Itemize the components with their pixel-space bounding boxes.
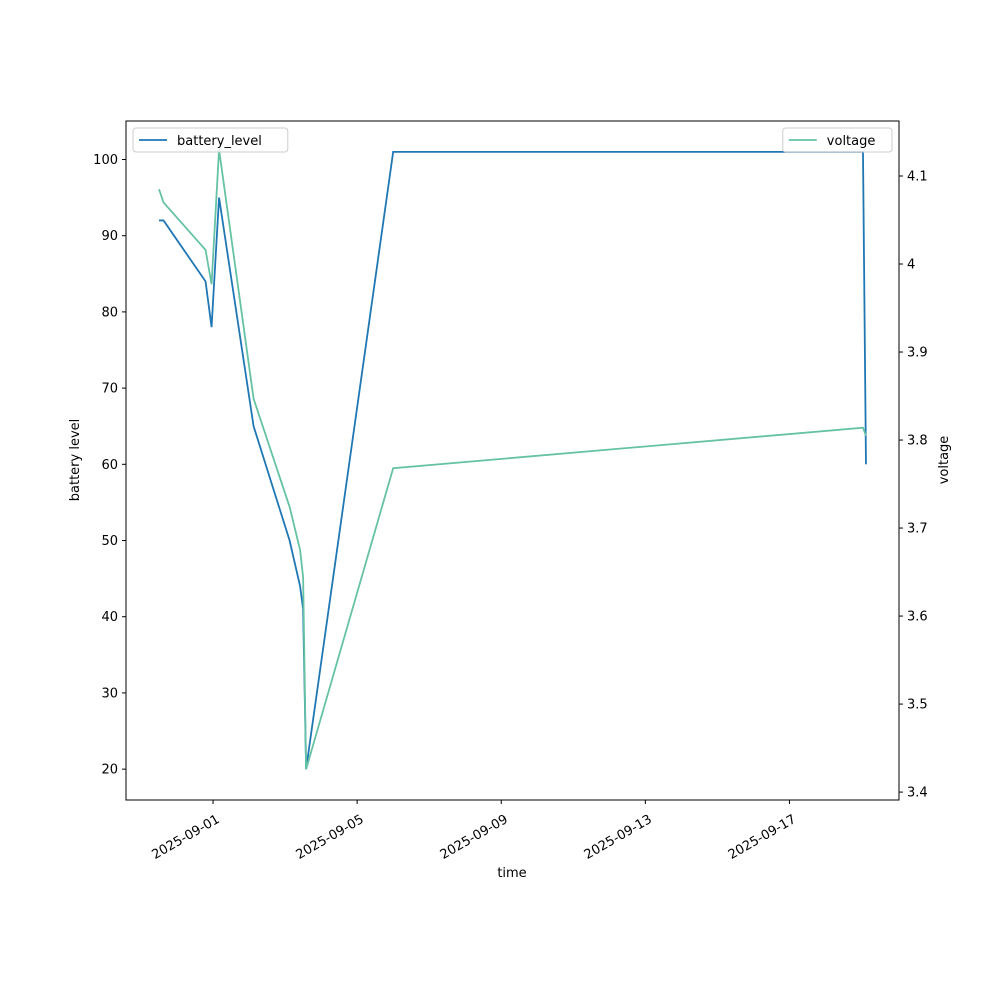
y2-tick-label: 4.1 — [907, 170, 928, 185]
y2-axis-label: voltage — [937, 436, 952, 485]
x-axis-label: time — [497, 866, 526, 881]
y-tick-label: 90 — [101, 229, 118, 244]
legend-label: battery_level — [177, 134, 262, 149]
legend-box — [782, 127, 893, 153]
y-tick-label: 50 — [101, 534, 118, 549]
legend: voltage — [782, 127, 893, 153]
x-tick-label: 2025-09-09 — [438, 812, 511, 863]
x-tick-label: 2025-09-17 — [726, 812, 799, 863]
plot-frame — [125, 120, 900, 801]
y2-tick-label: 3.4 — [907, 786, 928, 801]
y2-tick-label: 3.7 — [907, 522, 928, 537]
y-tick-label: 60 — [101, 458, 118, 473]
y-axis-label: battery level — [68, 419, 83, 502]
line-series — [159, 150, 867, 770]
x-tick-label: 2025-09-01 — [150, 812, 223, 863]
y2-tick-label: 3.6 — [907, 610, 928, 625]
line-series — [158, 149, 867, 770]
x-tick-label: 2025-09-05 — [294, 812, 367, 863]
legend: battery_level — [132, 127, 289, 153]
x-tick-label: 2025-09-13 — [582, 812, 655, 863]
legend-label: voltage — [827, 134, 876, 149]
y-tick-label: 100 — [93, 153, 118, 168]
y2-tick-label: 4 — [907, 258, 915, 273]
y-tick-label: 20 — [101, 763, 118, 778]
y2-tick-label: 3.9 — [907, 346, 928, 361]
y2-tick-label: 3.5 — [907, 698, 928, 713]
y-tick-label: 40 — [101, 610, 118, 625]
y-tick-label: 70 — [101, 382, 118, 397]
legend-box — [132, 127, 289, 153]
y2-tick-label: 3.8 — [907, 434, 928, 449]
y-tick-label: 80 — [101, 305, 118, 320]
y-tick-label: 30 — [101, 686, 118, 701]
